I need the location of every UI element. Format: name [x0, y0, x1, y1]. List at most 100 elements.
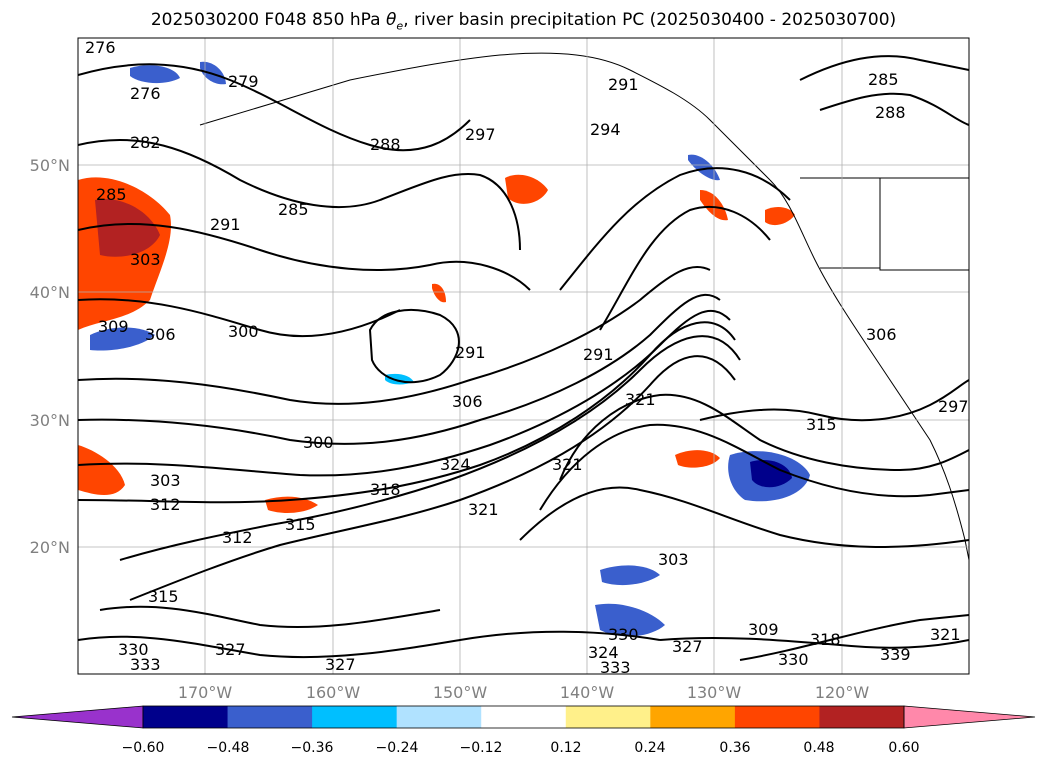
map-frame [77, 37, 970, 675]
contour-label: 288 [875, 103, 906, 122]
contour-label: 306 [145, 325, 176, 344]
lon-tick-label: 140°W [560, 683, 615, 702]
contour-label: 324 [588, 643, 619, 662]
precip-blob-positive [432, 283, 446, 303]
contour-label: 330 [608, 625, 639, 644]
lat-tick-label: 50°N [30, 156, 70, 175]
colorbar-swatch [481, 706, 567, 728]
contour-label: 318 [370, 480, 401, 499]
map-panel: 276 276 279 282 285 288 291 297 294 291 … [78, 38, 969, 677]
lon-tick-label: 150°W [433, 683, 488, 702]
precip-blob-core [95, 199, 160, 257]
contour-line [559, 167, 791, 291]
lon-tick-label: 170°W [178, 683, 233, 702]
contour-line [699, 379, 969, 422]
colorbar-extend-min [11, 705, 144, 729]
contour-label: 300 [303, 433, 334, 452]
contour-label: 303 [150, 471, 181, 490]
colorbar-tick-label: −0.24 [376, 740, 419, 756]
contour-label: 315 [148, 587, 179, 606]
contour-label: 315 [806, 415, 837, 434]
contour-label: 291 [608, 75, 639, 94]
graticule [78, 38, 969, 674]
contour-label: 279 [228, 72, 259, 91]
precip-blob-core [750, 459, 792, 488]
colorbar-tick-label: −0.12 [460, 740, 503, 756]
colorbar-swatch [312, 706, 398, 728]
lon-tick-label: 120°W [815, 683, 870, 702]
colorbar-swatch [396, 706, 482, 728]
colorbar-tick-labels: −0.60 −0.48 −0.36 −0.24 −0.12 0.12 0.24 … [122, 740, 920, 756]
colorbar-extend-max [903, 705, 1036, 729]
lon-tick-label: 160°W [306, 683, 361, 702]
contour-label: 285 [868, 70, 899, 89]
contour-line [799, 55, 969, 81]
precip-blob-negative [600, 565, 660, 586]
contour-line [819, 92, 969, 126]
colorbar-frame [142, 705, 905, 729]
contour-label: 300 [228, 322, 259, 341]
contour-label: 285 [278, 200, 309, 219]
contour-line [78, 630, 661, 659]
contour-label: 339 [880, 645, 911, 664]
contour-label: 321 [468, 500, 499, 519]
precip-blob-negative [90, 327, 155, 351]
contour-label: 297 [465, 125, 496, 144]
contour-label: 312 [222, 528, 253, 547]
contour-label: 297 [938, 397, 969, 416]
contour-line [78, 298, 401, 338]
contour-label: 291 [210, 215, 241, 234]
colorbar-tick-label: −0.36 [291, 740, 334, 756]
contour-line [368, 309, 460, 384]
contour-label: 306 [452, 392, 483, 411]
contour-label: 315 [285, 515, 316, 534]
contour-labels: 276 276 279 282 285 288 291 297 294 291 … [85, 38, 969, 677]
contour-label: 333 [600, 658, 631, 677]
contour-label: 306 [866, 325, 897, 344]
contour-label: 276 [85, 38, 116, 57]
colorbar-swatch [227, 706, 313, 728]
colorbar-swatch [819, 706, 905, 728]
precip-blob-positive [675, 450, 720, 468]
precip-blob-positive [505, 174, 548, 204]
lon-tick-label: 130°W [687, 683, 742, 702]
colorbar-swatch [734, 706, 820, 728]
coastlines [199, 52, 969, 561]
contour-line [119, 335, 741, 561]
contour-label: 321 [552, 455, 583, 474]
colorbar-swatch [143, 706, 229, 728]
colorbar-tick-label: −0.48 [207, 740, 250, 756]
contour-label: 318 [810, 630, 841, 649]
contour-line [78, 138, 521, 251]
contour-label: 288 [370, 135, 401, 154]
precip-blob-positive [78, 445, 125, 495]
contour-line [78, 321, 736, 504]
colorbar-tick-label: 0.24 [634, 740, 665, 756]
theta-e-contours [78, 55, 969, 661]
precip-blob-positive [765, 207, 795, 226]
contour-label: 294 [590, 120, 621, 139]
contour-line [78, 222, 531, 291]
contour-label: 321 [930, 625, 961, 644]
contour-label: 303 [658, 550, 689, 569]
precip-blob-negative [130, 65, 180, 84]
contour-label: 285 [96, 185, 127, 204]
contour-line [78, 294, 721, 445]
contour-label: 330 [778, 650, 809, 669]
contour-line [78, 63, 471, 152]
lat-tick-label: 20°N [30, 538, 70, 557]
contour-line [129, 355, 736, 601]
na-west-coast [769, 179, 969, 561]
contour-label: 327 [215, 640, 246, 659]
state-line [879, 178, 969, 271]
lat-tick-label: 40°N [30, 283, 70, 302]
contour-label: 309 [748, 620, 779, 639]
contour-line [659, 636, 969, 649]
colorbar-tick-label: 0.12 [550, 740, 581, 756]
contour-label: 291 [583, 345, 614, 364]
contour-label: 324 [440, 455, 471, 474]
contour-line [559, 393, 969, 481]
colorbar-tick-label: 0.36 [719, 740, 750, 756]
contour-line [78, 265, 711, 405]
contour-label: 333 [130, 655, 161, 674]
